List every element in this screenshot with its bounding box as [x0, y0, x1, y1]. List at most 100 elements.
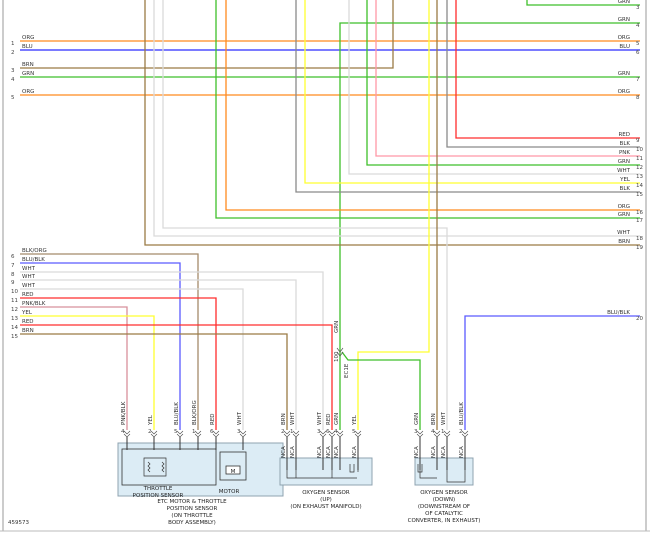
- pin-nca-label: NCA: [431, 446, 437, 458]
- wire-left-12: [20, 306, 128, 430]
- pin-nca-label: NCA: [281, 446, 287, 458]
- pin-number: 4: [334, 429, 338, 435]
- pin-number: 5: [352, 429, 356, 435]
- wire-color-label: ORG: [22, 35, 34, 41]
- wire-right-4: [339, 22, 640, 430]
- wire-right-3: [526, 0, 640, 6]
- pin-terminal-icon: [292, 430, 300, 438]
- wires: [20, 0, 640, 430]
- wire-number: 7: [11, 263, 15, 269]
- wire-number: 15: [11, 334, 18, 340]
- pin-nca-label: NCA: [414, 446, 420, 458]
- pin-number: 1: [192, 429, 196, 435]
- wire-right-16: [225, 0, 640, 211]
- wire-left-11: [20, 297, 217, 430]
- wire-color-label: BRN: [618, 239, 630, 245]
- motor-circuit: [219, 451, 247, 481]
- pin-terminal-icon: [443, 430, 451, 438]
- etc-caption: BODY ASSEMBLY): [168, 520, 216, 526]
- inline-connector-icon: [336, 347, 344, 357]
- wire-color-label: PNK: [619, 150, 630, 156]
- inline-connector-name: EC1E: [344, 363, 350, 378]
- wire-number: 13: [636, 174, 643, 180]
- pin-terminal-icon: [433, 430, 441, 438]
- wire-number: 6: [11, 254, 15, 260]
- pin-wire-label: YEL: [148, 414, 154, 426]
- wire-left-10: [20, 288, 244, 430]
- wire-color-label: PNK/BLK: [22, 301, 46, 307]
- pin-number: 3: [414, 429, 418, 435]
- oxygen-sensor-down: [414, 457, 474, 486]
- etc-motor-throttle-body: [117, 442, 284, 497]
- sensor-element-icon: [417, 464, 466, 483]
- pin-wire-label: PNK/BLK: [121, 401, 127, 425]
- pin-number: 6: [210, 429, 214, 435]
- oxygen-sensor-up: [279, 457, 373, 486]
- etc-caption: POSITION SENSOR: [167, 506, 218, 512]
- pin-terminal-icon: [354, 430, 362, 438]
- wire-color-label: BLU/BLK: [607, 310, 630, 316]
- wire-color-label: BLK: [620, 141, 631, 147]
- wire-number: 11: [636, 156, 643, 162]
- o2-up-caption: OXYGEN SENSOR: [302, 490, 350, 496]
- wire-right-17: [215, 0, 640, 219]
- o2-up-caption: (ON EXHAUST MANIFOLD): [290, 504, 361, 510]
- pin-number: 3: [317, 429, 321, 435]
- wire-color-label: GRN: [618, 17, 630, 23]
- wire-number: 10: [636, 147, 643, 153]
- motor-label: MOTOR: [219, 489, 240, 495]
- pin-wire-label: RED: [210, 413, 216, 425]
- pin-terminal-icon: [461, 430, 469, 438]
- wire-number: 10: [11, 289, 18, 295]
- wire-number: 11: [11, 298, 18, 304]
- wire-color-label: WHT: [22, 283, 36, 289]
- wire-right-12: [366, 0, 640, 166]
- pin-number: 2: [459, 429, 463, 435]
- components: [117, 442, 474, 497]
- wire-number: 8: [636, 95, 640, 101]
- o2-down-caption: (DOWN): [433, 497, 455, 503]
- etc-caption: (ON THROTTLE: [171, 513, 213, 519]
- pin-terminal-icon: [336, 430, 344, 438]
- pin-terminal-icon: [239, 430, 247, 438]
- wire-grn-splice: [341, 351, 421, 430]
- throttle-sensor-label: THROTTLE: [143, 486, 173, 492]
- wire-number: 7: [636, 77, 640, 83]
- wire-color-label: GRN: [618, 0, 630, 5]
- wire-number: 4: [636, 23, 640, 29]
- wire-color-label: WHT: [617, 168, 631, 174]
- wire-color-label: BLU: [22, 44, 33, 50]
- wire-color-label: GRN: [22, 71, 34, 77]
- o2-down-caption: OF CATALYTIC: [425, 511, 463, 517]
- pin-terminal-icon: [176, 430, 184, 438]
- wire-color-label: BLU: [619, 44, 630, 50]
- pin-wire-label: BRN: [431, 413, 437, 425]
- wire-color-label: WHT: [22, 274, 36, 280]
- o2-down-caption: (DOWNSTREAM OF: [418, 504, 470, 510]
- wire-right-14: [304, 0, 640, 184]
- figure-id: 459573: [8, 520, 29, 526]
- wire-number: 14: [11, 325, 18, 331]
- wire-number: 9: [11, 280, 15, 286]
- wire-number: 5: [11, 95, 15, 101]
- wire-color-label: ORG: [618, 35, 630, 41]
- pin-nca-label: NCA: [317, 446, 323, 458]
- wire-right-19: [144, 0, 640, 246]
- pin-nca-label: NCA: [326, 446, 332, 458]
- pin-number: 1: [441, 429, 445, 435]
- pin-wire-label: GRN: [414, 413, 420, 425]
- pin-number: 4: [121, 429, 125, 435]
- pin-wire-label: BRN: [281, 413, 287, 425]
- pin-nca-label: NCA: [459, 446, 465, 458]
- wire-left-3: [20, 0, 394, 69]
- pin-nca-label: NCA: [290, 446, 296, 458]
- motor-icon: [225, 465, 241, 475]
- pin-wire-label: BLU/BLK: [174, 402, 180, 425]
- wire-color-label: ORG: [22, 89, 34, 95]
- pin-nca-label: NCA: [334, 446, 340, 458]
- wire-left-7: [20, 262, 181, 430]
- pin-number: 5: [174, 429, 178, 435]
- wire-right-13: [348, 0, 640, 175]
